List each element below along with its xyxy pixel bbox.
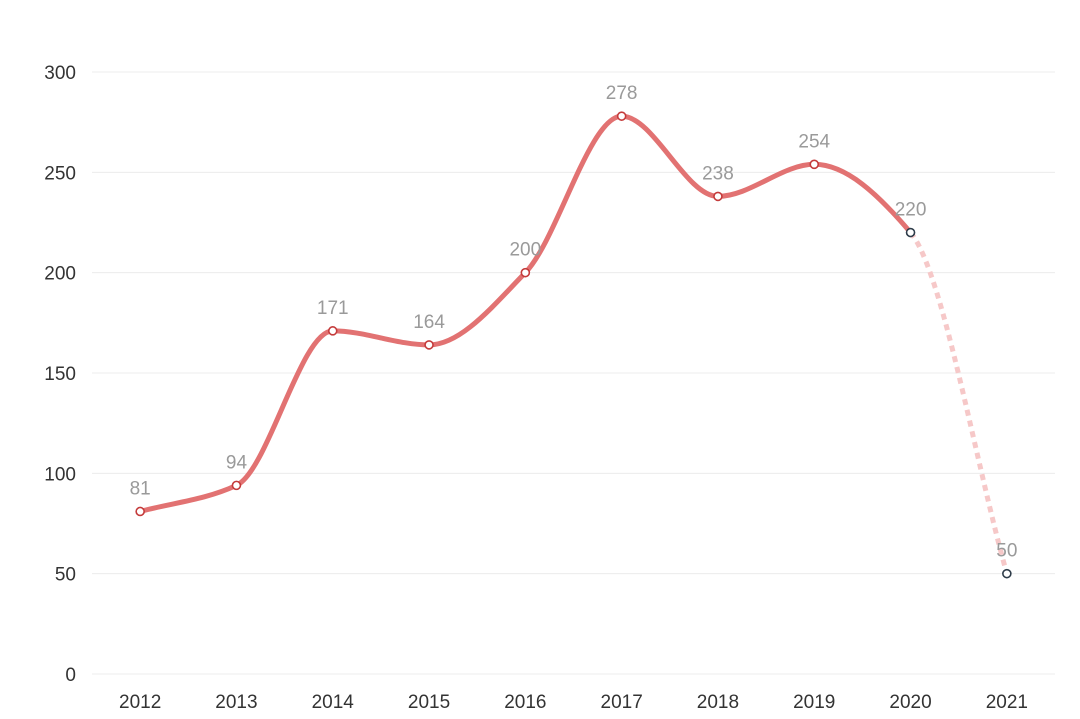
y-tick-label: 300: [44, 63, 76, 84]
y-axis-ticks: 0 50 100 150 200 250 300: [44, 63, 76, 686]
data-label: 171: [317, 298, 349, 319]
x-tick-label: 2015: [408, 692, 450, 713]
y-tick-label: 150: [44, 364, 76, 385]
data-point-2018: [713, 191, 723, 202]
x-tick-label: 2017: [601, 692, 643, 713]
data-point-2012: [135, 506, 145, 517]
data-label: 81: [130, 478, 151, 499]
forecast-line: [908, 230, 1010, 575]
data-point-2020: [905, 227, 916, 238]
data-label: 254: [798, 131, 830, 152]
data-label: 220: [895, 200, 927, 221]
data-point-2014: [327, 326, 338, 336]
data-label: 278: [606, 83, 638, 104]
data-point-2015: [424, 340, 434, 350]
y-tick-label: 50: [55, 565, 76, 586]
grid-lines: [92, 71, 1055, 675]
series-lines: [137, 113, 1010, 575]
x-tick-label: 2021: [986, 692, 1028, 713]
data-label: 238: [702, 163, 734, 184]
data-labels: 81 94 171 164 200 278 238 254 220 50: [130, 83, 1018, 562]
data-point-2017: [616, 111, 627, 121]
y-tick-label: 250: [44, 163, 76, 184]
x-tick-label: 2020: [889, 692, 931, 713]
data-label: 94: [226, 452, 248, 473]
data-point-2021: [1002, 568, 1012, 579]
x-tick-label: 2019: [793, 692, 835, 713]
y-tick-label: 100: [44, 464, 76, 485]
x-tick-label: 2012: [119, 692, 161, 713]
data-point-2013: [231, 480, 242, 491]
data-label: 164: [413, 312, 445, 333]
data-point-2019: [809, 159, 820, 170]
data-points: [135, 111, 1012, 579]
series-line: [137, 113, 914, 514]
x-tick-label: 2013: [215, 692, 257, 713]
x-tick-label: 2014: [312, 692, 355, 713]
x-axis-ticks: 2012 2013 2014 2015 2016 2017 2018 2019 2020 2021: [119, 692, 1028, 713]
x-tick-label: 2016: [504, 692, 546, 713]
x-tick-label: 2018: [697, 692, 739, 713]
y-tick-label: 0: [65, 665, 76, 686]
data-point-2016: [520, 267, 531, 278]
data-label: 200: [509, 240, 541, 261]
data-label: 50: [996, 541, 1017, 562]
y-tick-label: 200: [44, 264, 76, 285]
